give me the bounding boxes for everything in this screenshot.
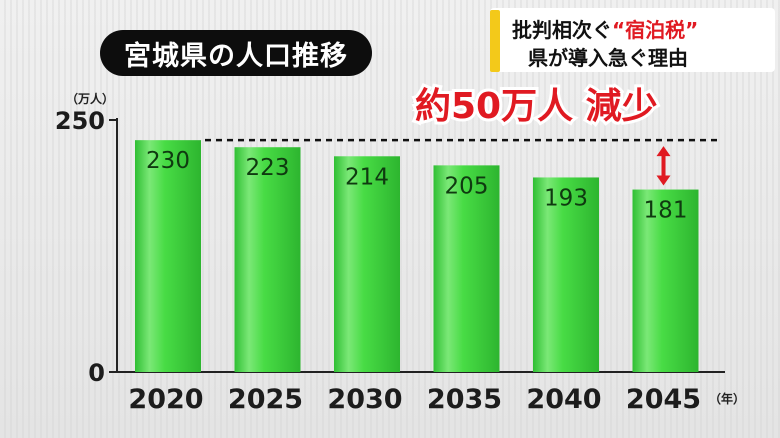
data-label: 214 — [345, 164, 389, 190]
bar — [632, 189, 699, 372]
y-tick-label: 250 — [55, 107, 105, 135]
headline-line-2: 県が導入急ぐ理由 — [528, 46, 688, 70]
headline-line-1-accent: “宿泊税” — [612, 18, 699, 42]
bar — [135, 140, 201, 372]
x-tick-label: 2020 — [128, 384, 203, 415]
x-tick-label: 2035 — [427, 384, 502, 415]
data-label: 230 — [146, 148, 190, 174]
headline-line-1-prefix: 批判相次ぐ — [512, 18, 612, 42]
headline-accent-bar — [490, 10, 500, 72]
x-tick-label: 2045 — [626, 384, 701, 415]
data-label: 223 — [246, 155, 290, 181]
arrow-up-head — [656, 146, 671, 157]
bar — [533, 177, 599, 372]
bar — [334, 156, 400, 372]
arrow-down-head — [656, 175, 671, 186]
bar — [234, 147, 301, 372]
x-tick-label: 2025 — [228, 384, 303, 415]
y-unit-label: （万人） — [66, 91, 114, 106]
headline-box: 批判相次ぐ“宿泊税” 県が導入急ぐ理由 — [490, 8, 775, 72]
y-tick-label: 0 — [88, 359, 105, 387]
data-label: 205 — [445, 173, 489, 199]
decrease-annotation: 約50万人 減少 — [415, 86, 658, 127]
x-tick-label: 2040 — [526, 384, 601, 415]
data-label: 193 — [544, 185, 588, 211]
chart-title: 宮城県の人口推移 — [100, 30, 372, 76]
x-tick-label: 2030 — [327, 384, 402, 415]
bar — [433, 165, 500, 372]
x-unit-label: （年） — [709, 391, 745, 406]
data-label: 181 — [644, 198, 688, 224]
headline-line-1: 批判相次ぐ“宿泊税” — [512, 14, 698, 43]
